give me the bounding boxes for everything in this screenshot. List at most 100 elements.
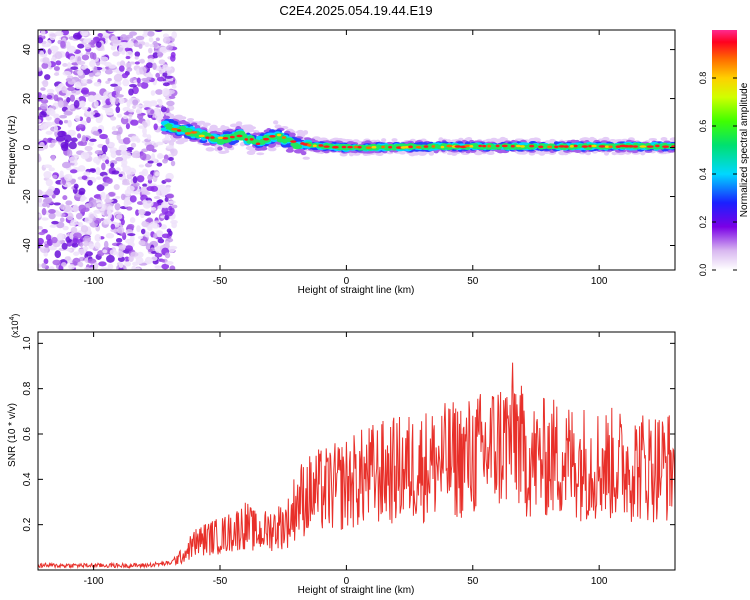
heatmap-noise-cell — [158, 59, 166, 65]
heatmap-noise-cell — [98, 261, 107, 267]
heatmap-noise-cell — [69, 55, 76, 63]
heatmap-noise-cell — [100, 191, 106, 200]
heatmap-noise-cell — [56, 233, 65, 241]
heatmap-noise-cell — [93, 112, 101, 118]
heatmap-noise-cell — [129, 31, 138, 36]
heatmap-noise-cell — [53, 72, 60, 76]
heatmap-noise-cell — [154, 265, 162, 269]
heatmap-peak-cell — [624, 144, 630, 148]
heatmap-noise-cell — [63, 120, 69, 124]
heatmap-noise-cell — [127, 233, 136, 237]
heatmap-noise-cell — [134, 56, 139, 60]
snr-xtick-label: 0 — [344, 576, 350, 587]
snr-xtick-label: -100 — [84, 576, 104, 587]
heatmap-peak-cell — [515, 144, 522, 148]
heatmap-noise-cell — [101, 98, 107, 106]
heatmap-noise-cell — [121, 182, 131, 186]
heatmap-noise-cell — [150, 206, 157, 211]
heatmap-cell — [221, 126, 230, 130]
heatmap-noise-cell — [62, 195, 68, 201]
heatmap-ytick-label: 40 — [22, 44, 33, 56]
snr-axes: -100 -50 0 50 100 0.2 0.4 0.6 0.8 1.0 — [22, 332, 675, 587]
heatmap-noise-cell — [144, 231, 150, 238]
heatmap-noise-cell — [122, 78, 130, 87]
snr-multiplier: (x104) — [9, 314, 20, 338]
heatmap-noise-cell — [41, 62, 49, 69]
heatmap-noise-cell — [143, 79, 151, 83]
heatmap-noise-cell — [143, 121, 148, 128]
colorbar-ticks: 0.0 0.2 0.4 0.6 0.8 — [698, 72, 737, 276]
heatmap-noise-cell — [107, 77, 112, 82]
heatmap-noise-cell — [77, 43, 85, 49]
heatmap-noise-cell — [116, 113, 123, 118]
heatmap-noise-cell — [99, 133, 108, 140]
heatmap-cell — [246, 128, 255, 133]
heatmap-noise-cell — [90, 111, 96, 115]
heatmap-noise-cell — [96, 184, 105, 192]
heatmap-noise-cell — [80, 78, 88, 84]
heatmap-noise-cell — [70, 219, 78, 227]
heatmap-noise-cell — [75, 212, 83, 220]
heatmap-peak-cell — [604, 145, 610, 148]
heatmap-noise-cell — [164, 178, 172, 183]
heatmap-noise-cell — [159, 46, 168, 54]
heatmap-cell — [223, 134, 232, 138]
heatmap-noise-cell — [71, 62, 79, 66]
snr-xlabel: Height of straight line (km) — [298, 585, 415, 596]
heatmap-noise-cell — [92, 130, 100, 136]
heatmap-peak-cell — [347, 145, 353, 149]
heatmap-noise-cell — [155, 37, 160, 42]
heatmap-peak-cell — [662, 145, 670, 148]
heatmap-cells — [38, 30, 675, 270]
heatmap-noise-cell — [167, 157, 174, 161]
heatmap-noise-cell — [59, 114, 68, 119]
heatmap-noise-cell — [125, 55, 131, 60]
heatmap-noise-cell — [115, 156, 124, 162]
heatmap-noise-cell — [118, 173, 123, 177]
heatmap-cell — [180, 116, 187, 120]
heatmap-noise-cell — [170, 54, 176, 62]
heatmap-noise-cell — [38, 67, 43, 72]
heatmap-noise-cell — [70, 226, 78, 234]
heatmap-noise-cell — [80, 30, 89, 37]
heatmap-noise-cell — [54, 250, 62, 259]
heatmap-noise-cell — [60, 141, 69, 149]
heatmap-noise-cell — [134, 61, 140, 65]
heatmap-noise-cell — [142, 133, 148, 138]
heatmap-noise-cell — [136, 251, 144, 258]
heatmap-noise-cell — [42, 79, 49, 88]
heatmap-cell — [183, 128, 192, 134]
heatmap-cell — [549, 140, 555, 144]
heatmap-noise-cell — [38, 263, 42, 269]
heatmap-noise-cell — [61, 86, 68, 94]
heatmap-peak-cell — [547, 145, 553, 149]
heatmap-noise-cell — [152, 52, 159, 59]
heatmap-noise-cell — [124, 189, 132, 197]
heatmap-noise-cell — [51, 236, 58, 244]
heatmap-peak-cell — [210, 136, 215, 139]
heatmap-axes: -100 -50 0 50 100 -40 -20 0 20 40 — [22, 30, 675, 287]
heatmap-noise-cell — [116, 226, 125, 234]
heatmap-noise-cell — [116, 61, 121, 66]
heatmap-peak-cell — [538, 145, 544, 149]
heatmap-cell — [473, 151, 483, 156]
heatmap-noise-cell — [110, 45, 117, 51]
heatmap-noise-cell — [80, 89, 89, 94]
heatmap-peak-cell — [381, 145, 385, 149]
heatmap-noise-cell — [73, 251, 80, 256]
heatmap-noise-cell — [96, 176, 102, 180]
heatmap-cell — [609, 139, 617, 143]
heatmap-noise-cell — [38, 226, 43, 230]
heatmap-noise-cell — [94, 149, 104, 155]
heatmap-noise-cell — [165, 172, 174, 181]
heatmap-noise-cell — [128, 113, 133, 118]
heatmap-peak-cell — [454, 145, 462, 148]
heatmap-cell — [171, 124, 180, 129]
heatmap-peak-cell — [446, 144, 453, 148]
heatmap-noise-cell — [129, 235, 135, 242]
heatmap-peak-cell — [464, 144, 471, 148]
heatmap-noise-cell — [146, 134, 152, 140]
heatmap-peak-cell — [341, 145, 347, 149]
heatmap-noise-cell — [46, 94, 53, 100]
